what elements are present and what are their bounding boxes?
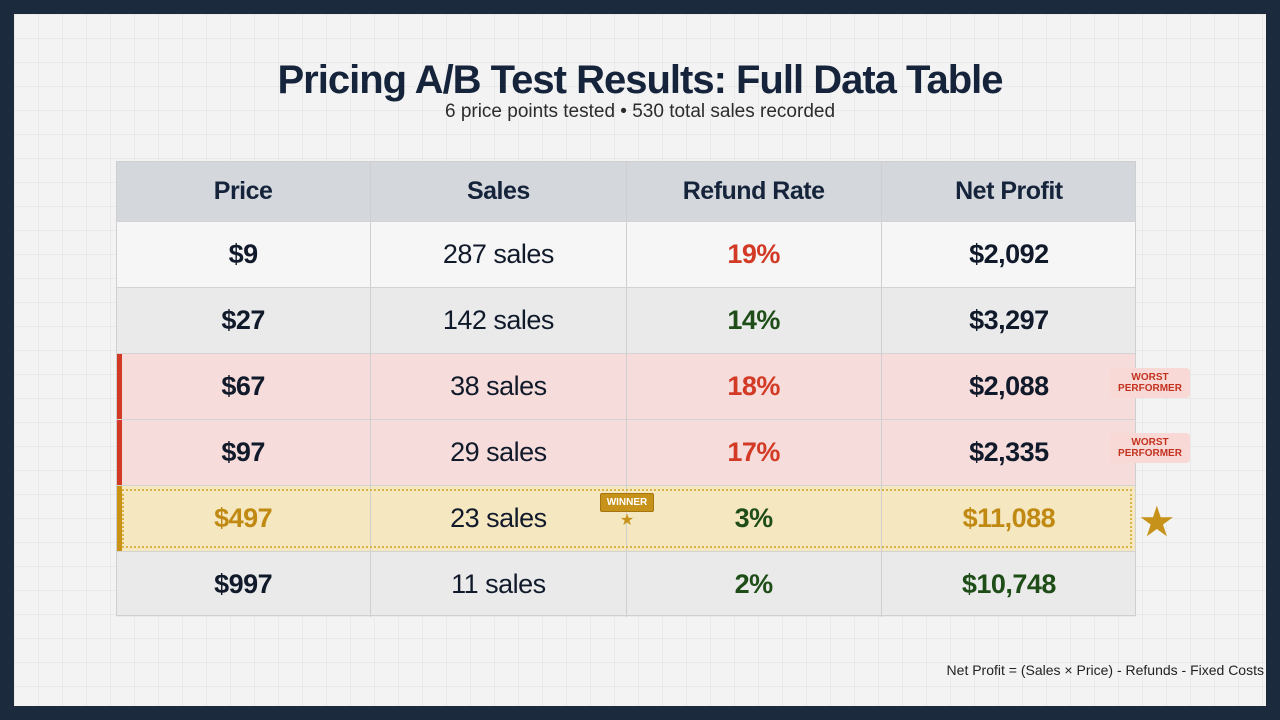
header-price: Price — [116, 161, 372, 221]
refund-rate-cell: 3% — [627, 486, 882, 551]
sales-cell: 23 sales — [371, 486, 627, 551]
worst-badge-line2: PERFORMER — [1118, 448, 1182, 459]
table-row: $97 29 sales 17% $2,335 — [116, 419, 1136, 485]
refund-rate-cell: 18% — [627, 354, 882, 419]
winner-star-icon: ★ — [1138, 498, 1176, 545]
sales-cell: 38 sales — [371, 354, 627, 419]
table-header-row: Price Sales Refund Rate Net Profit — [116, 161, 1136, 221]
table-row: $997 11 sales 2% $10,748 — [116, 551, 1136, 617]
refund-rate-cell: 19% — [627, 222, 882, 287]
worst-performer-badge: WORST PERFORMER — [1110, 368, 1190, 398]
table-row: $9 287 sales 19% $2,092 — [116, 221, 1136, 287]
table-body: $9 287 sales 19% $2,092 $27 142 sales 14% $3,29… — [116, 221, 1136, 617]
net-profit-cell: $2,088 — [969, 371, 1049, 401]
sales-cell: 287 sales — [371, 222, 627, 287]
small-star-icon: ★ — [619, 512, 635, 529]
refund-rate-cell: 17% — [627, 420, 882, 485]
price-cell: $9 — [116, 222, 372, 287]
worst-badge-line2: PERFORMER — [1118, 383, 1182, 394]
net-profit-cell: $10,748 — [961, 569, 1057, 599]
net-profit-cell: $2,335 — [969, 437, 1049, 467]
worst-row-marker — [116, 354, 122, 419]
net-profit-cell: $11,088 — [962, 503, 1056, 533]
data-table: Price Sales Refund Rate Net Profit $9 287… — [116, 161, 1136, 617]
price-cell: $27 — [116, 288, 372, 353]
page-subtitle: 6 price points tested • 530 total sales … — [444, 101, 836, 122]
table-row: $27 142 sales 14% $3,297 — [116, 287, 1136, 353]
price-cell: $67 — [116, 354, 372, 419]
table-row: $67 38 sales 18% $2,088 — [116, 353, 1136, 419]
header-refund-rate: Refund Rate — [627, 161, 882, 221]
worst-badge-line1: WORST — [1131, 437, 1169, 448]
winner-badge: WINNER ★ — [595, 493, 659, 529]
page-title: Pricing A/B Test Results: Full Data Tabl… — [277, 58, 1003, 102]
sales-cell: 11 sales — [371, 552, 627, 617]
winner-ribbon: WINNER — [599, 493, 655, 512]
footnote: Net Profit = (Sales × Price) - Refunds -… — [946, 662, 1264, 678]
refund-rate-cell: 14% — [627, 288, 882, 353]
price-cell: $997 — [116, 552, 372, 617]
worst-performer-badge: WORST PERFORMER — [1110, 433, 1190, 463]
price-cell: $497 — [116, 486, 372, 551]
worst-badge-line1: WORST — [1131, 372, 1169, 383]
net-profit-cell: $2,092 — [969, 239, 1049, 269]
header-sales: Sales — [371, 161, 627, 221]
refund-rate-cell: 2% — [627, 552, 882, 617]
price-cell: $97 — [116, 420, 372, 485]
header-net-profit: Net Profit — [955, 176, 1063, 205]
sales-cell: 29 sales — [371, 420, 627, 485]
worst-row-marker — [116, 420, 122, 485]
winner-row-marker — [116, 486, 122, 551]
net-profit-cell: $3,297 — [969, 305, 1049, 335]
sales-cell: 142 sales — [371, 288, 627, 353]
